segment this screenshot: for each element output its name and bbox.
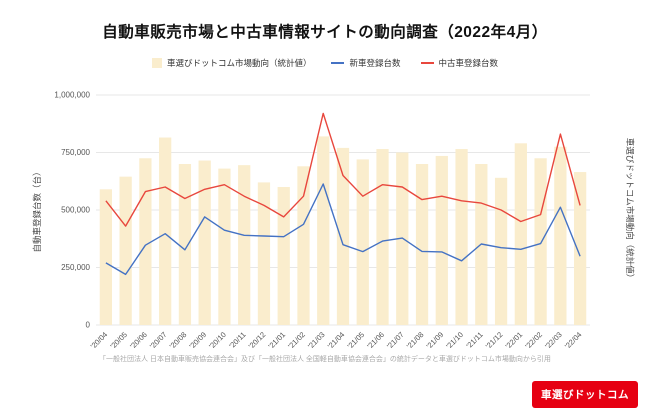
x-tick-label: '21/07 bbox=[385, 330, 406, 351]
line-series-1 bbox=[105, 112, 581, 227]
x-tick-label: '20/12 bbox=[247, 330, 268, 351]
line-series-0 bbox=[105, 183, 581, 276]
x-tick-label: '22/01 bbox=[504, 330, 525, 351]
bar-market-trend bbox=[573, 172, 587, 325]
bar-market-trend bbox=[494, 177, 508, 325]
red-line-swatch-icon bbox=[420, 61, 434, 65]
bar-market-trend bbox=[277, 187, 290, 325]
bar-market-trend bbox=[218, 168, 231, 325]
x-tick-label: '21/08 bbox=[405, 330, 426, 351]
x-tick-label: '20/08 bbox=[168, 330, 189, 351]
x-tick-label: '21/10 bbox=[444, 330, 465, 351]
x-tick-label: '21/05 bbox=[346, 330, 367, 351]
legend-item-used-car: 中古車登録台数 bbox=[420, 57, 499, 69]
bar-market-trend bbox=[99, 189, 113, 325]
bar-market-trend bbox=[356, 159, 369, 325]
x-tick-label: '21/06 bbox=[365, 330, 386, 351]
legend-label-new-car: 新車登録台数 bbox=[349, 58, 401, 68]
x-tick-label: '21/03 bbox=[306, 330, 327, 351]
x-tick-label: '20/11 bbox=[227, 330, 247, 350]
bar-market-trend bbox=[139, 158, 152, 325]
bar-market-trend bbox=[178, 164, 192, 325]
bar-market-trend bbox=[534, 158, 547, 325]
x-tick-label: '21/09 bbox=[425, 330, 446, 351]
legend-label-market-trend: 車選びドットコム市場動向（統計値） bbox=[166, 58, 312, 68]
x-tick-label: '21/12 bbox=[484, 330, 505, 351]
chart-title: 自動車販売市場と中古車情報サイトの動向調査（2022年4月） bbox=[102, 24, 548, 41]
bar-market-trend bbox=[514, 143, 527, 325]
brand-logo: 車選びドットコム bbox=[532, 381, 638, 408]
x-tick-label: '21/01 bbox=[266, 330, 287, 351]
y-tick-label: 750,000 bbox=[61, 148, 90, 157]
bar-market-trend bbox=[435, 155, 448, 325]
bar-market-trend bbox=[336, 147, 350, 325]
source-note: 「一般社団法人 日本自動車販売協会連合会」及び「一般社団法人 全国軽自動車協会連… bbox=[99, 356, 551, 363]
bar-market-trend bbox=[317, 136, 330, 325]
y-tick-label: 250,000 bbox=[61, 263, 90, 272]
legend: 車選びドットコム市場動向（統計値） 新車登録台数 中古車登録台数 bbox=[0, 57, 650, 69]
bar-market-trend bbox=[455, 149, 468, 325]
bar-market-trend bbox=[257, 182, 271, 325]
x-tick-label: '21/11 bbox=[464, 330, 484, 350]
blue-line-swatch-icon bbox=[331, 61, 345, 65]
x-tick-label: '20/04 bbox=[89, 330, 110, 351]
bar-market-trend bbox=[238, 165, 251, 325]
y-tick-label: 0 bbox=[86, 321, 91, 330]
bar-market-trend bbox=[159, 137, 172, 325]
bar-market-trend bbox=[554, 146, 567, 325]
legend-item-market-trend: 車選びドットコム市場動向（統計値） bbox=[151, 57, 312, 69]
x-tick-label: '21/04 bbox=[326, 330, 347, 351]
x-tick-label: '20/06 bbox=[128, 330, 149, 351]
x-tick-label: '21/02 bbox=[286, 330, 307, 351]
legend-label-used-car: 中古車登録台数 bbox=[438, 58, 499, 68]
bar-swatch-icon bbox=[151, 58, 162, 68]
x-tick-label: '20/10 bbox=[207, 330, 228, 351]
x-tick-label: '22/03 bbox=[543, 330, 564, 351]
y-tick-label: 500,000 bbox=[61, 206, 90, 215]
y-axis-title-right: 車選びドットコム市場動向（統計値） bbox=[625, 138, 635, 283]
x-tick-label: '20/09 bbox=[187, 330, 208, 351]
y-axis-title-left: 自動車登録台数（台） bbox=[32, 167, 42, 252]
bar-market-trend bbox=[297, 166, 310, 325]
y-tick-label: 1,000,000 bbox=[54, 91, 90, 100]
bar-market-trend bbox=[198, 160, 211, 325]
x-tick-label: '22/02 bbox=[523, 330, 544, 351]
bar-market-trend bbox=[376, 149, 389, 325]
x-tick-label: '22/04 bbox=[563, 330, 584, 351]
x-tick-label: '20/05 bbox=[108, 330, 129, 351]
bar-market-trend bbox=[119, 176, 132, 325]
x-tick-label: '20/07 bbox=[148, 330, 169, 351]
legend-item-new-car: 新車登録台数 bbox=[331, 57, 401, 69]
bar-market-trend bbox=[415, 164, 429, 325]
